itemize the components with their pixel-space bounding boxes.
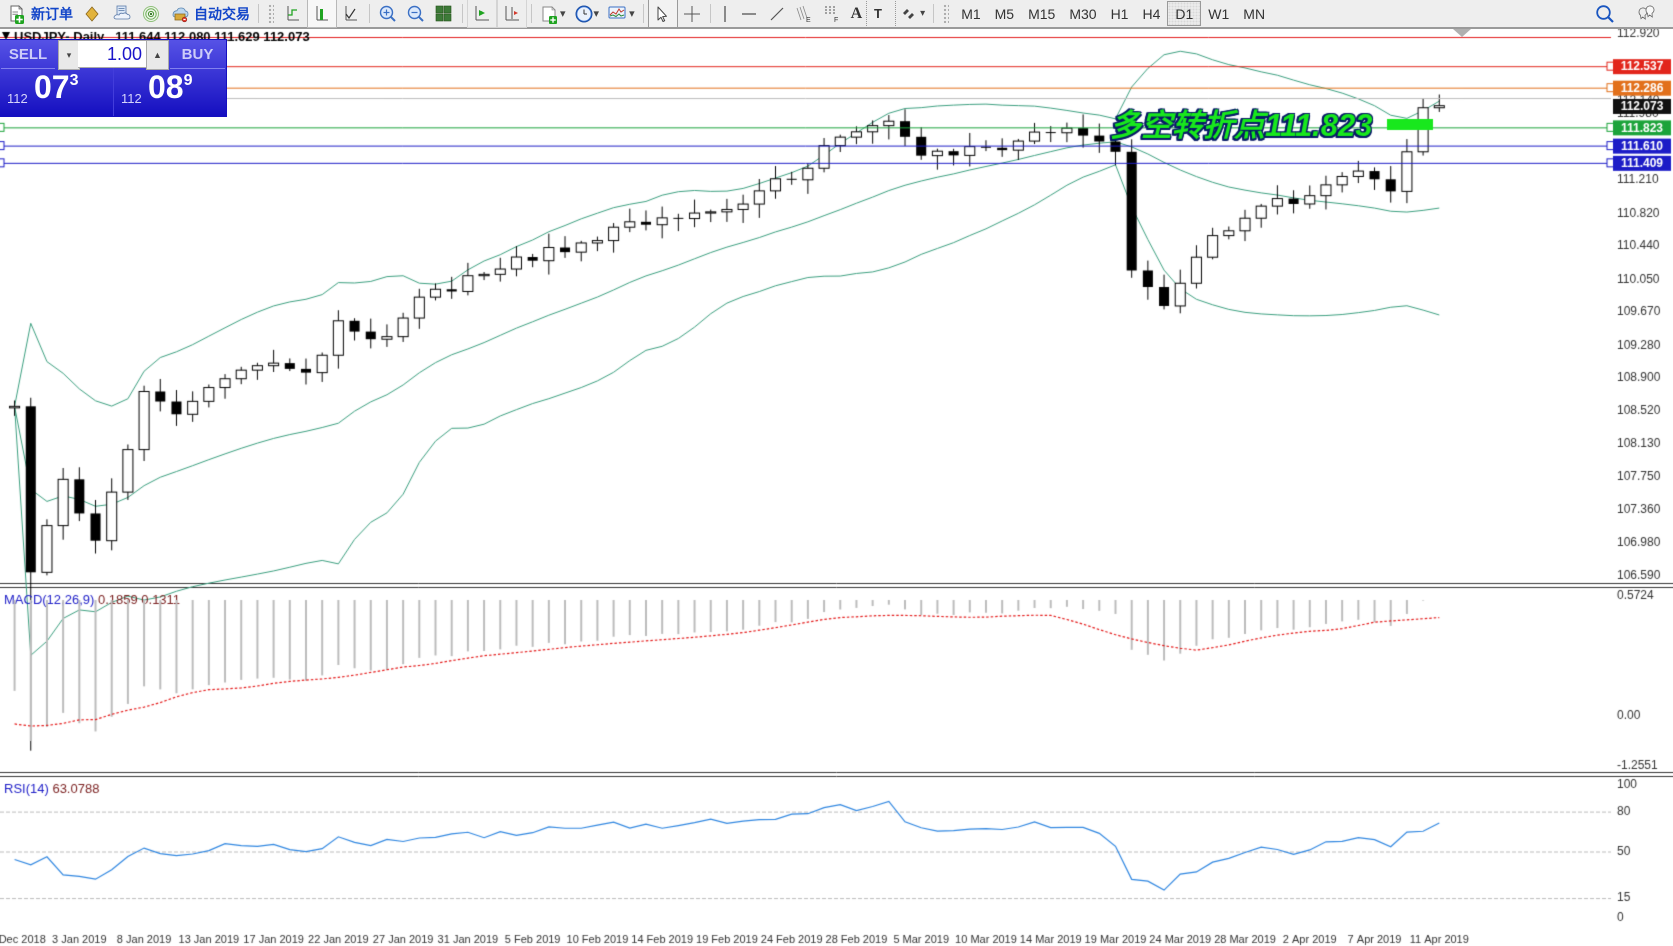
svg-text:F: F — [834, 17, 838, 24]
svg-text:E: E — [806, 17, 811, 24]
svg-text:T: T — [874, 6, 882, 21]
